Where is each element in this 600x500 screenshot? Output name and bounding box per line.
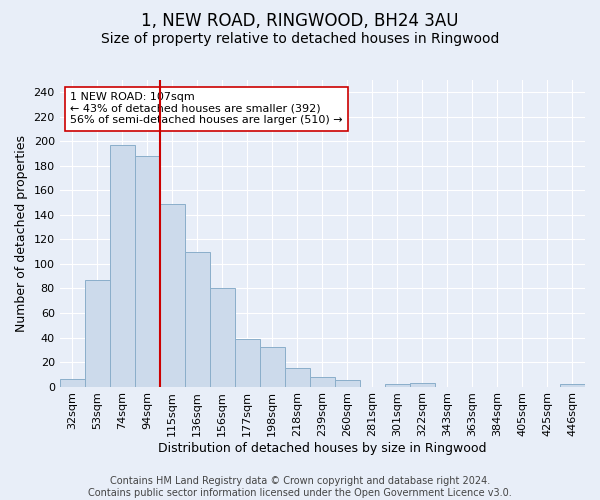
Bar — [210, 288, 235, 386]
Text: 1 NEW ROAD: 107sqm
← 43% of detached houses are smaller (392)
56% of semi-detach: 1 NEW ROAD: 107sqm ← 43% of detached hou… — [70, 92, 343, 126]
Bar — [59, 379, 85, 386]
Text: Contains HM Land Registry data © Crown copyright and database right 2024.
Contai: Contains HM Land Registry data © Crown c… — [88, 476, 512, 498]
Y-axis label: Number of detached properties: Number of detached properties — [15, 135, 28, 332]
Bar — [385, 384, 410, 386]
Bar — [185, 252, 210, 386]
Bar — [310, 377, 335, 386]
Text: 1, NEW ROAD, RINGWOOD, BH24 3AU: 1, NEW ROAD, RINGWOOD, BH24 3AU — [141, 12, 459, 30]
Bar — [410, 383, 435, 386]
Text: Size of property relative to detached houses in Ringwood: Size of property relative to detached ho… — [101, 32, 499, 46]
Bar — [560, 384, 585, 386]
Bar — [260, 348, 285, 387]
Bar — [235, 339, 260, 386]
Bar — [335, 380, 360, 386]
Bar — [285, 368, 310, 386]
Bar — [85, 280, 110, 386]
Bar — [135, 156, 160, 386]
Bar — [110, 145, 135, 386]
Bar — [160, 204, 185, 386]
X-axis label: Distribution of detached houses by size in Ringwood: Distribution of detached houses by size … — [158, 442, 487, 455]
